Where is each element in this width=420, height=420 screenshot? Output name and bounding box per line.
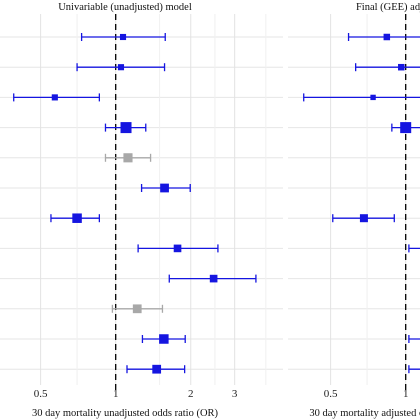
point-estimate bbox=[383, 33, 391, 41]
point-estimate bbox=[159, 334, 169, 344]
point-estimate bbox=[209, 274, 218, 283]
x-tick-label: 1 bbox=[113, 388, 119, 400]
point-estimate bbox=[173, 244, 182, 253]
x-tick-label: 1 bbox=[403, 388, 409, 400]
x-tick-label: 3 bbox=[232, 388, 238, 400]
x-tick-label: 0.5 bbox=[324, 388, 338, 400]
x-axis-title: 30 day mortality unadjusted odds ratio (… bbox=[32, 408, 219, 419]
x-tick-label: 0.5 bbox=[34, 388, 48, 400]
point-estimate bbox=[400, 122, 412, 134]
point-estimate bbox=[398, 63, 405, 71]
x-axis-title: 30 day mortality adjusted odds ratio bbox=[309, 408, 420, 419]
point-estimate bbox=[152, 364, 162, 374]
point-estimate bbox=[51, 94, 58, 101]
point-estimate bbox=[132, 304, 142, 314]
point-estimate bbox=[72, 213, 82, 223]
forest-panel-2: Final (GEE) adjusted model 0.5 1 30 day mor… bbox=[288, 2, 420, 419]
point-estimate bbox=[359, 214, 368, 223]
forest-panel-1: Univariable (unadjusted) model 0.5 1 2 3 30 d… bbox=[0, 2, 283, 419]
point-estimate bbox=[119, 33, 127, 41]
point-estimate bbox=[120, 122, 132, 134]
point-estimate bbox=[370, 94, 376, 101]
point-estimate bbox=[160, 183, 169, 193]
panel-title: Final (GEE) adjusted model bbox=[356, 2, 420, 13]
panel-title: Univariable (unadjusted) model bbox=[58, 2, 192, 13]
point-estimate bbox=[117, 64, 125, 71]
point-estimate bbox=[123, 153, 133, 163]
x-tick-label: 2 bbox=[188, 388, 194, 400]
